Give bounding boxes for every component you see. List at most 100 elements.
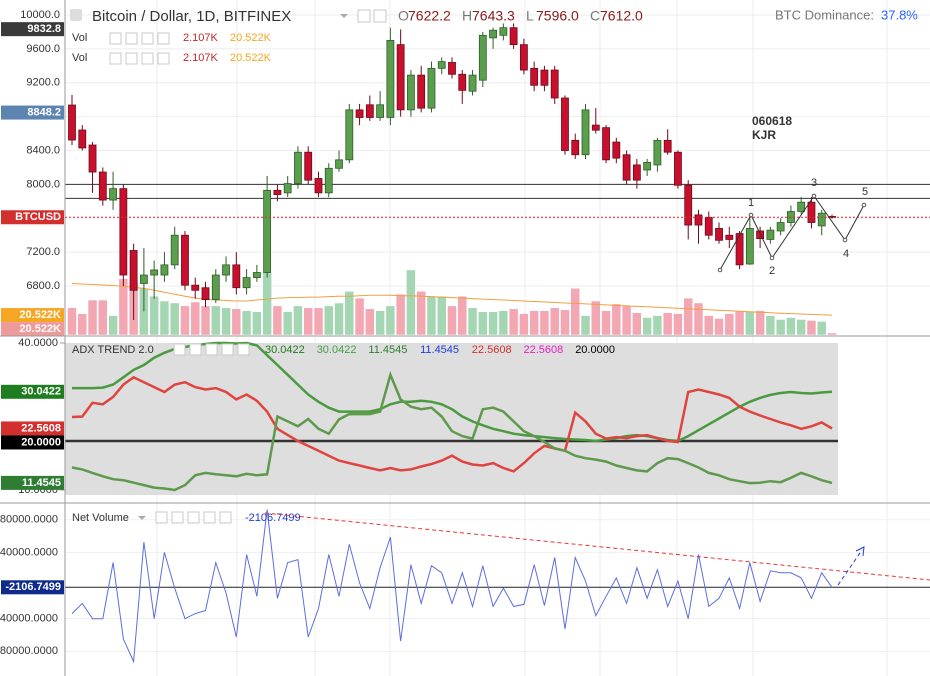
volume-bar (385, 305, 396, 336)
candle-body (468, 74, 477, 92)
volume-bar (293, 305, 303, 336)
icon[interactable] (221, 343, 234, 356)
legend-value: 2.107K (183, 52, 219, 64)
legend-value: 30.0422 (265, 344, 305, 356)
wave-label: 1 (748, 197, 754, 209)
annotation: 060618 (752, 114, 792, 128)
candle-body (129, 250, 138, 291)
icon[interactable] (109, 32, 122, 45)
wave-label: 5 (862, 186, 868, 198)
candle-body (232, 264, 241, 289)
candle-body (448, 62, 456, 75)
volume-bar (488, 311, 498, 336)
candle-body (694, 214, 703, 226)
icon[interactable] (237, 343, 250, 356)
volume-ma-line (71, 283, 833, 316)
candle-body (150, 269, 159, 276)
candle-body (756, 230, 765, 240)
candle-body (68, 104, 76, 141)
ohlc-key: L (526, 8, 534, 24)
dropdown-arrow[interactable] (138, 516, 146, 520)
volume-bar (282, 311, 293, 336)
indicator-line (71, 509, 833, 664)
wave-label: 3 (811, 177, 817, 189)
candle-body (663, 139, 672, 153)
legend-value: 20.0000 (575, 344, 615, 356)
candle-body (386, 40, 395, 118)
axis-marker-label: 22.5608 (21, 422, 61, 434)
icon[interactable] (171, 511, 184, 524)
candle-body (725, 234, 734, 240)
icon[interactable] (125, 52, 138, 65)
axis-marker-label: -2106.7499 (5, 581, 61, 593)
volume-bar (334, 302, 344, 336)
icon[interactable] (109, 52, 122, 65)
icon[interactable] (219, 511, 232, 524)
candle-body (684, 184, 693, 226)
legend-value: 22.5608 (472, 344, 512, 356)
volume-bar (816, 321, 827, 336)
candle-body (766, 229, 775, 240)
wave-point (861, 202, 867, 208)
volume-bar (662, 312, 673, 336)
wave-label: 2 (769, 265, 775, 277)
icon[interactable] (157, 32, 170, 45)
icon[interactable] (173, 343, 186, 356)
trend-line (264, 512, 930, 581)
volume-bar (734, 310, 745, 336)
candle-body (263, 189, 272, 273)
volume-legend: Vol 2.107K 20.522K Vol 2.107K 20.522K (72, 32, 272, 65)
y-tick-label: 7200.0 (26, 246, 60, 258)
icon[interactable] (125, 32, 138, 45)
icon[interactable] (373, 9, 387, 23)
candle-body (365, 104, 374, 118)
icon[interactable] (155, 511, 168, 524)
candle-body (88, 144, 97, 173)
volume-bar (211, 305, 221, 336)
candle-body (478, 34, 487, 81)
y-tick-label: 40000.0000 (0, 547, 58, 559)
volume-bar (395, 293, 406, 336)
volume-bar (591, 300, 601, 336)
legend-value: 11.4545 (420, 344, 459, 356)
y-tick-label: 9200.0 (26, 77, 60, 89)
icon[interactable] (141, 52, 154, 65)
candle-body (222, 264, 230, 276)
icon[interactable] (357, 9, 371, 23)
wave-line (719, 195, 865, 271)
axis-marker-label: 20.0000 (21, 436, 61, 448)
volume-bar (365, 308, 375, 336)
volume-bar (519, 313, 529, 336)
volume-bar (580, 315, 591, 336)
dominance-value: 37.8% (881, 7, 918, 22)
candle-body (335, 159, 343, 169)
indicator-line (71, 370, 833, 492)
volume-bar (724, 313, 735, 336)
dropdown-arrow[interactable] (340, 14, 348, 18)
icon[interactable] (141, 32, 154, 45)
volume-bar (806, 320, 817, 336)
axis-marker-label: 20.522K (19, 323, 61, 335)
icon[interactable] (187, 511, 200, 524)
candle-body (458, 73, 467, 91)
icon[interactable] (205, 343, 218, 356)
candle-body (530, 67, 539, 86)
candle-body (345, 109, 354, 161)
volume-bar (693, 302, 704, 336)
candle-body (283, 183, 292, 194)
icon[interactable] (189, 343, 202, 356)
axis-marker (1, 384, 64, 399)
volume-bar (570, 288, 580, 336)
legend-value: 22.5608 (524, 344, 564, 356)
candle-body (704, 217, 713, 236)
icon[interactable] (70, 9, 82, 21)
volume-bar (529, 310, 539, 336)
axis-marker-label: 9832.8 (27, 23, 61, 35)
icon[interactable] (203, 511, 216, 524)
volume-bar (478, 311, 488, 336)
icon[interactable] (157, 52, 170, 65)
volume-bar (344, 291, 355, 336)
volume-bar (426, 295, 437, 336)
candle-body (817, 212, 826, 227)
